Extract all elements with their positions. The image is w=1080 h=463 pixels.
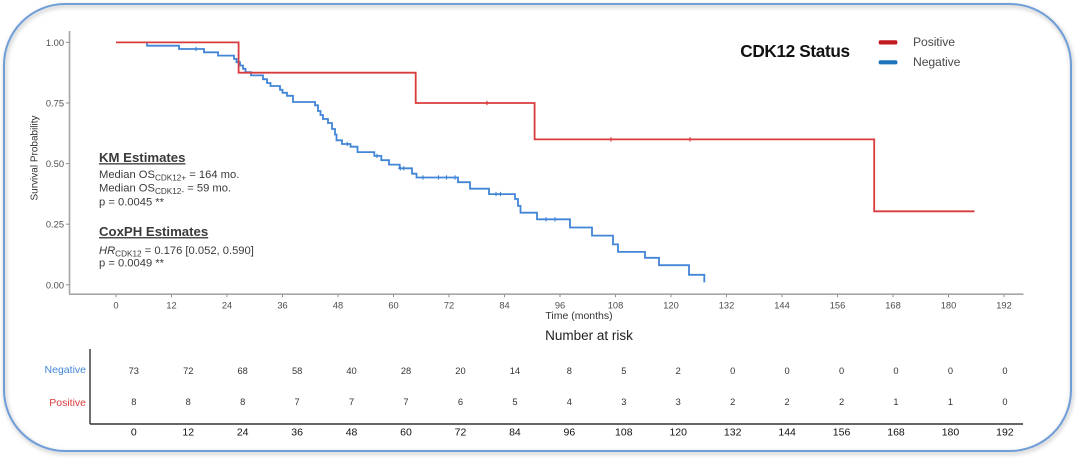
svg-text:0.25: 0.25 [46,220,64,230]
svg-text:168: 168 [887,426,905,438]
svg-text:58: 58 [292,366,302,376]
svg-text:1.00: 1.00 [46,38,64,48]
svg-text:0: 0 [730,366,735,376]
svg-text:192: 192 [996,426,1014,438]
svg-text:144: 144 [774,301,790,311]
svg-text:5: 5 [621,366,626,376]
svg-text:6: 6 [458,397,463,407]
svg-text:156: 156 [830,301,846,311]
svg-text:14: 14 [510,366,520,376]
svg-text:p = 0.0049 **: p = 0.0049 ** [99,258,165,270]
svg-text:12: 12 [182,426,194,438]
svg-text:132: 132 [719,301,735,311]
svg-text:Median OSCDK12+ = 164 mo.: Median OSCDK12+ = 164 mo. [99,169,239,183]
svg-text:CoxPH Estimates: CoxPH Estimates [99,224,208,239]
svg-text:3: 3 [621,397,626,407]
svg-text:0: 0 [839,366,844,376]
svg-text:156: 156 [833,426,851,438]
svg-text:2: 2 [730,397,735,407]
svg-text:2: 2 [785,397,790,407]
svg-text:72: 72 [183,366,193,376]
svg-text:0: 0 [1002,366,1007,376]
svg-text:132: 132 [724,426,742,438]
svg-text:2: 2 [676,366,681,376]
svg-text:8: 8 [567,366,572,376]
svg-text:180: 180 [941,301,957,311]
svg-text:8: 8 [240,397,245,407]
svg-text:96: 96 [564,426,576,438]
svg-text:0.75: 0.75 [46,99,64,109]
svg-text:Number at risk: Number at risk [545,328,633,343]
svg-text:1: 1 [948,397,953,407]
svg-text:24: 24 [222,301,232,311]
svg-text:0: 0 [785,366,790,376]
svg-text:84: 84 [499,301,509,311]
svg-text:60: 60 [400,426,412,438]
svg-text:60: 60 [388,301,398,311]
svg-text:KM Estimates: KM Estimates [99,150,185,165]
svg-text:192: 192 [996,301,1012,311]
svg-text:12: 12 [166,301,176,311]
svg-text:120: 120 [663,301,679,311]
svg-text:108: 108 [615,426,633,438]
svg-text:73: 73 [129,366,139,376]
svg-text:72: 72 [455,426,467,438]
svg-text:Positive: Positive [49,397,86,409]
svg-text:0: 0 [113,301,118,311]
svg-text:HRCDK12 = 0.176 [0.052, 0.590]: HRCDK12 = 0.176 [0.052, 0.590] [99,245,254,259]
svg-text:84: 84 [509,426,521,438]
svg-text:0: 0 [948,366,953,376]
svg-text:168: 168 [885,301,901,311]
svg-text:0.50: 0.50 [46,159,64,169]
svg-text:4: 4 [567,397,572,407]
svg-text:36: 36 [291,426,303,438]
svg-text:144: 144 [778,426,796,438]
svg-text:Median OSCDK12- = 59 mo.: Median OSCDK12- = 59 mo. [99,183,231,197]
svg-text:28: 28 [401,366,411,376]
svg-text:7: 7 [403,397,408,407]
svg-text:24: 24 [237,426,249,438]
svg-text:Negative: Negative [45,364,87,376]
svg-text:108: 108 [608,301,624,311]
svg-text:5: 5 [512,397,517,407]
svg-text:120: 120 [669,426,687,438]
svg-text:0: 0 [131,426,137,438]
svg-text:180: 180 [942,426,960,438]
svg-text:0.00: 0.00 [46,280,64,290]
svg-text:8: 8 [131,397,136,407]
svg-text:p = 0.0045 **: p = 0.0045 ** [99,197,165,209]
svg-text:48: 48 [333,301,343,311]
svg-text:96: 96 [555,301,565,311]
svg-text:0: 0 [1002,397,1007,407]
svg-text:Survival Probability: Survival Probability [30,115,41,200]
svg-text:7: 7 [295,397,300,407]
svg-text:8: 8 [186,397,191,407]
svg-text:3: 3 [676,397,681,407]
svg-text:0: 0 [893,366,898,376]
svg-text:Negative: Negative [913,55,961,69]
svg-text:40: 40 [346,366,356,376]
svg-text:36: 36 [277,301,287,311]
svg-text:48: 48 [346,426,358,438]
svg-text:Positive: Positive [913,35,955,49]
svg-text:1: 1 [893,397,898,407]
svg-text:7: 7 [349,397,354,407]
svg-text:Time (months): Time (months) [545,310,612,322]
svg-text:72: 72 [444,301,454,311]
svg-text:CDK12 Status: CDK12 Status [740,41,849,61]
svg-text:68: 68 [238,366,248,376]
svg-text:20: 20 [455,366,465,376]
svg-text:2: 2 [839,397,844,407]
